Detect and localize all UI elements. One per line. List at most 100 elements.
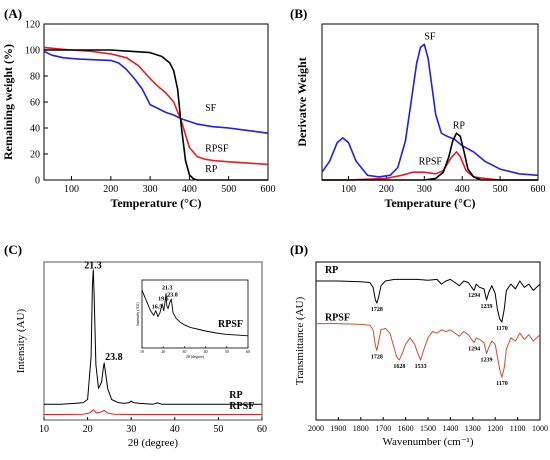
panel-b-series-label-rpsf: RPSF <box>419 156 443 167</box>
panel-c-series-label-rp: RP <box>229 390 242 401</box>
panel-d-frame <box>315 261 541 421</box>
panel-a-ytick-label: 40 <box>30 124 40 135</box>
panel-c-inset-xtick-label: 60 <box>246 349 250 354</box>
panel-d-xtick-label: 1100 <box>510 424 526 433</box>
panel-d-ylabel: Transmittance (AU) <box>294 296 306 385</box>
panel-a-ytick-label: 20 <box>30 150 40 161</box>
panel-d-xlabel: Wavenumber (cm⁻¹) <box>383 436 474 448</box>
panel-a-ylabel: Remaining weight (%) <box>1 44 15 160</box>
panel-b-xtick-label: 100 <box>341 184 356 195</box>
panel-a-xtick-label: 100 <box>64 184 79 195</box>
panel-b-xtick-label: 400 <box>455 184 470 195</box>
panel-d-peak-label: 1170 <box>496 381 508 387</box>
panel-c-xtick-label: 20 <box>83 424 93 435</box>
panel-c-inset-peak-label: 23.8 <box>167 292 178 298</box>
panel-d-xtick-label: 1900 <box>330 424 346 433</box>
panel-d-label: (D) <box>290 242 308 257</box>
panel-a-xtick-label: 400 <box>182 184 197 195</box>
panel-c-xlabel: 2θ (degree) <box>128 437 178 449</box>
panel-d-xtick-label: 1000 <box>532 424 548 433</box>
panel-d-xtick-label: 1700 <box>375 424 391 433</box>
panel-c: (C) 10 20 30 40 50 60 2θ (degree) Intensity (AU)… <box>4 242 267 449</box>
panel-b-xlabel: Temperature (°C) <box>384 196 475 210</box>
panel-c-peak-label: 23.8 <box>105 352 123 363</box>
panel-d-peak-label: 1294 <box>468 346 480 352</box>
panel-c-frame <box>43 261 263 421</box>
panel-b-line-rp <box>322 132 538 181</box>
panel-c-line-rpsf <box>44 409 262 415</box>
panel-b-xtick-label: 300 <box>417 184 432 195</box>
panel-a-xtick-label: 600 <box>261 184 276 195</box>
panel-d: (D) 2000 1900 1800 1700 1600 1500 1400 1300 1200 1… <box>290 242 548 448</box>
panel-c-label: (C) <box>4 242 22 257</box>
panel-c-inset-peak-label: 21.3 <box>162 286 173 292</box>
panel-c-inset-xtick-label: 50 <box>225 349 229 354</box>
panel-b-line-rpsf <box>322 151 538 181</box>
panel-c-inset-line <box>141 290 249 337</box>
panel-d-peak-label: 1533 <box>415 364 427 370</box>
panel-c-inset-xlabel: 2θ (degree) <box>186 354 205 359</box>
panel-d-peak-label: 1728 <box>371 354 383 360</box>
panel-b-series-label-sf: SF <box>424 32 436 43</box>
panel-a-ytick-label: 60 <box>30 98 40 109</box>
panel-c-inset-peak-label: 16.5 <box>152 305 163 311</box>
panel-a-line-rpsf <box>43 46 269 166</box>
panel-d-xtick-label: 1300 <box>465 424 481 433</box>
panel-d-line-rpsf <box>316 323 541 378</box>
panel-a-series-label-rpsf: RPSF <box>205 143 229 154</box>
panel-d-peak-label: 1239 <box>480 304 492 310</box>
panel-d-peak-label: 1728 <box>371 307 383 313</box>
panel-c-inset-frame <box>141 279 249 349</box>
panel-b-xtick-label: 500 <box>493 184 508 195</box>
panel-b-xtick-label: 600 <box>531 184 546 195</box>
panel-c-inset: 10 20 30 40 50 60 2θ (degree) Intensity (AU) RPS… <box>135 279 250 359</box>
panel-c-xtick-label: 60 <box>257 424 267 435</box>
panel-b-label: (B) <box>290 6 307 21</box>
panel-d-xtick-label: 1500 <box>420 424 436 433</box>
panel-a-series-label-sf: SF <box>205 103 217 114</box>
panel-c-inset-ylabel: Intensity (AU) <box>135 302 140 326</box>
panel-c-xtick-label: 10 <box>39 424 49 435</box>
panel-c-inset-xtick-label: 40 <box>204 349 208 354</box>
panel-c-inset-series-label: RPSF <box>218 319 243 330</box>
panel-a-ytick-label: 120 <box>25 20 40 31</box>
panel-d-peak-label: 1239 <box>480 358 492 364</box>
panel-a-xtick-label: 200 <box>103 184 118 195</box>
panel-b-ylabel: Derivatve Weight <box>295 57 309 146</box>
panel-a-frame <box>43 23 269 181</box>
panel-a-label: (A) <box>4 6 22 21</box>
panel-d-series-label-rp: RP <box>325 265 338 276</box>
panel-a-ytick-label: 100 <box>25 46 40 57</box>
panel-a-series-label-rp: RP <box>205 164 218 175</box>
panel-a: (A) 100 200 300 400 500 600 0 20 40 60 80 100 120 Temp… <box>1 6 276 210</box>
panel-a-ytick-label: 80 <box>30 72 40 83</box>
panel-a-ytick-label: 0 <box>35 176 40 187</box>
panel-c-ylabel: Intensity (AU) <box>15 308 27 373</box>
panel-c-series-label-rpsf: RPSF <box>229 401 254 412</box>
panel-d-xtick-label: 1800 <box>353 424 369 433</box>
panel-d-xtick-label: 1600 <box>398 424 414 433</box>
panel-b: (B) 100 200 300 400 500 600 Temperature (°C) Der… <box>290 6 546 210</box>
panel-d-peak-label: 1628 <box>393 364 405 370</box>
panel-a-line-sf <box>43 50 269 134</box>
panel-c-inset-peak-label: 19.5 <box>158 296 169 302</box>
panel-d-xtick-label: 1400 <box>442 424 458 433</box>
panel-d-peak-label: 1294 <box>468 293 480 299</box>
panel-c-line-rp <box>44 269 262 405</box>
panel-c-xtick-label: 40 <box>170 424 180 435</box>
panel-c-peak-label: 21.3 <box>84 260 102 271</box>
panel-b-xtick-label: 200 <box>379 184 394 195</box>
panel-d-line-rp <box>316 278 541 323</box>
panel-b-series-label-rp: RP <box>453 121 466 132</box>
panel-b-line-sf <box>321 43 539 178</box>
panel-c-xtick-label: 30 <box>126 424 136 435</box>
panel-d-series-label-rpsf: RPSF <box>325 312 350 323</box>
panel-a-line-rp <box>44 49 268 181</box>
panel-d-xtick-label: 1200 <box>487 424 503 433</box>
panel-a-xtick-label: 500 <box>221 184 236 195</box>
panel-a-xlabel: Temperature (°C) <box>110 196 201 210</box>
panel-d-peak-label: 1170 <box>496 326 508 332</box>
panel-c-inset-xtick-label: 20 <box>161 349 165 354</box>
panel-c-inset-xtick-label: 10 <box>140 349 144 354</box>
